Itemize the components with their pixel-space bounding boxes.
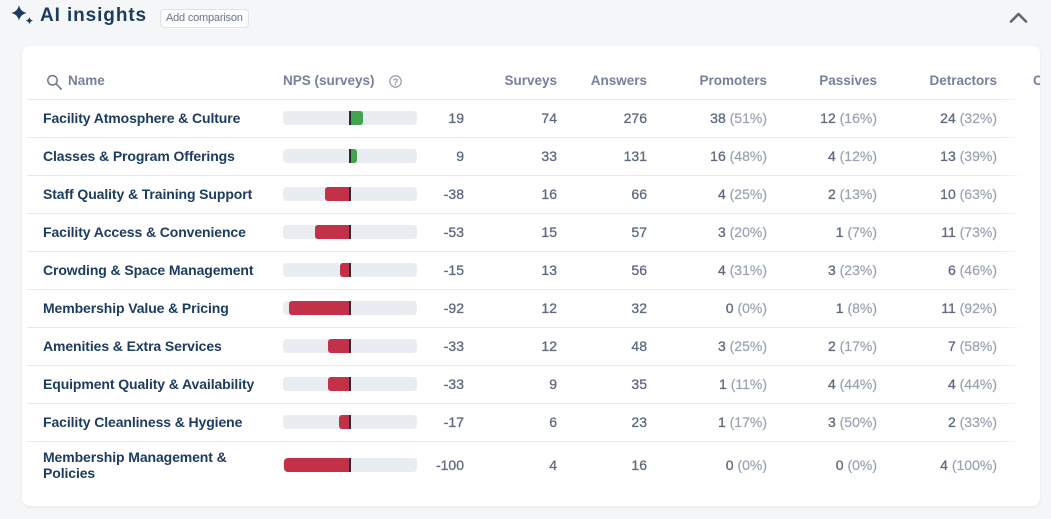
svg-text:?: ? xyxy=(393,76,399,87)
